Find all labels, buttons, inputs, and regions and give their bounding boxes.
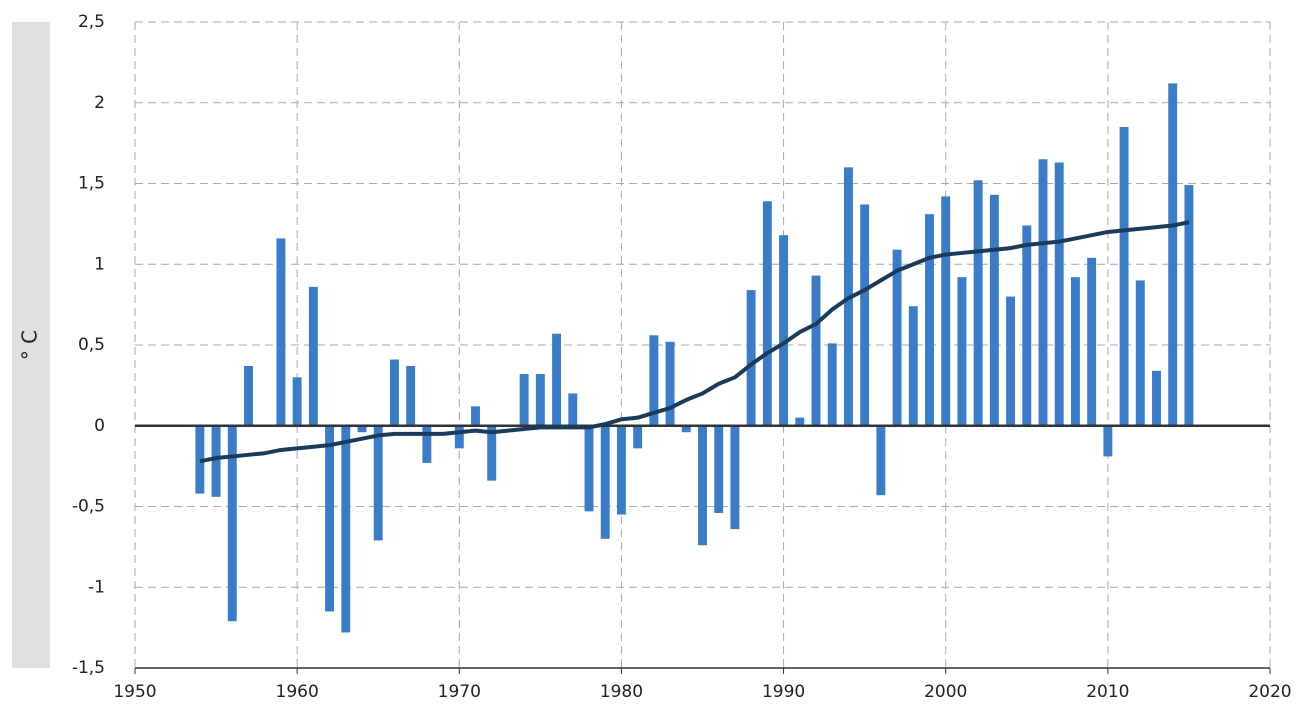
bar	[925, 214, 934, 426]
bar	[795, 417, 805, 426]
bar	[746, 290, 756, 426]
trend-line	[199, 220, 1190, 464]
bar	[730, 425, 740, 530]
y-tick-label: -1	[88, 577, 105, 597]
bar	[1168, 83, 1178, 426]
x-tick-label: 2010	[1086, 682, 1129, 702]
bar	[519, 374, 529, 426]
bar	[276, 238, 286, 426]
bar	[1038, 159, 1048, 426]
y-tick-label: 1,5	[78, 174, 105, 194]
bar	[600, 425, 610, 539]
bar	[1152, 370, 1161, 426]
bar	[811, 275, 821, 426]
bar	[908, 306, 918, 426]
bar	[325, 425, 335, 612]
y-label-box	[12, 22, 50, 668]
y-tick-label: -1,5	[72, 658, 105, 678]
bar	[454, 425, 464, 449]
bar	[535, 374, 545, 426]
bar	[633, 425, 643, 449]
bar	[762, 201, 772, 426]
bar	[649, 335, 659, 426]
bar	[292, 377, 302, 426]
bar	[1184, 185, 1194, 426]
x-tick-label: 2000	[924, 682, 967, 702]
bar	[1022, 225, 1032, 426]
y-tick-label: 1	[94, 254, 105, 274]
x-tick-label: 1950	[113, 682, 156, 702]
bar	[827, 343, 837, 426]
bar	[568, 393, 578, 426]
bar	[1054, 162, 1064, 426]
bar	[341, 425, 351, 633]
bar	[406, 365, 416, 426]
bar	[211, 425, 221, 497]
bar	[373, 425, 383, 541]
bar	[1119, 126, 1129, 426]
bar	[1006, 296, 1016, 426]
bar	[1070, 277, 1080, 426]
y-tick-label: 2	[94, 93, 105, 113]
y-axis-label: ° C	[18, 330, 42, 360]
bar	[973, 180, 983, 426]
bar	[665, 341, 675, 426]
bar	[860, 204, 870, 426]
bar	[989, 194, 999, 426]
bar	[698, 425, 707, 546]
bar	[584, 425, 594, 512]
bar	[876, 425, 886, 496]
y-tick-label: -0,5	[72, 497, 105, 517]
bar	[422, 425, 432, 463]
x-tick-label: 1990	[762, 682, 805, 702]
bar	[471, 406, 480, 426]
bar	[779, 235, 789, 426]
bar	[1103, 425, 1113, 457]
bar	[389, 359, 399, 426]
y-tick-label: 0,5	[78, 335, 105, 355]
y-tick-label: 2,5	[78, 12, 105, 32]
x-tick-label: 1970	[438, 682, 481, 702]
bar	[552, 333, 562, 426]
x-tick-label: 2020	[1248, 682, 1291, 702]
bar	[227, 425, 237, 622]
y-tick-label: 0	[94, 416, 105, 436]
bar	[1087, 257, 1097, 426]
x-tick-label: 1960	[276, 682, 319, 702]
bar	[892, 249, 902, 426]
bar	[1135, 280, 1145, 426]
bar	[681, 425, 691, 433]
bar	[308, 286, 318, 426]
bar	[941, 196, 951, 426]
x-tick-label: 1980	[600, 682, 643, 702]
bar	[616, 425, 626, 515]
bar	[357, 425, 367, 433]
bar	[714, 425, 724, 513]
bar	[487, 425, 497, 481]
bar	[957, 277, 967, 426]
bar	[244, 365, 253, 426]
